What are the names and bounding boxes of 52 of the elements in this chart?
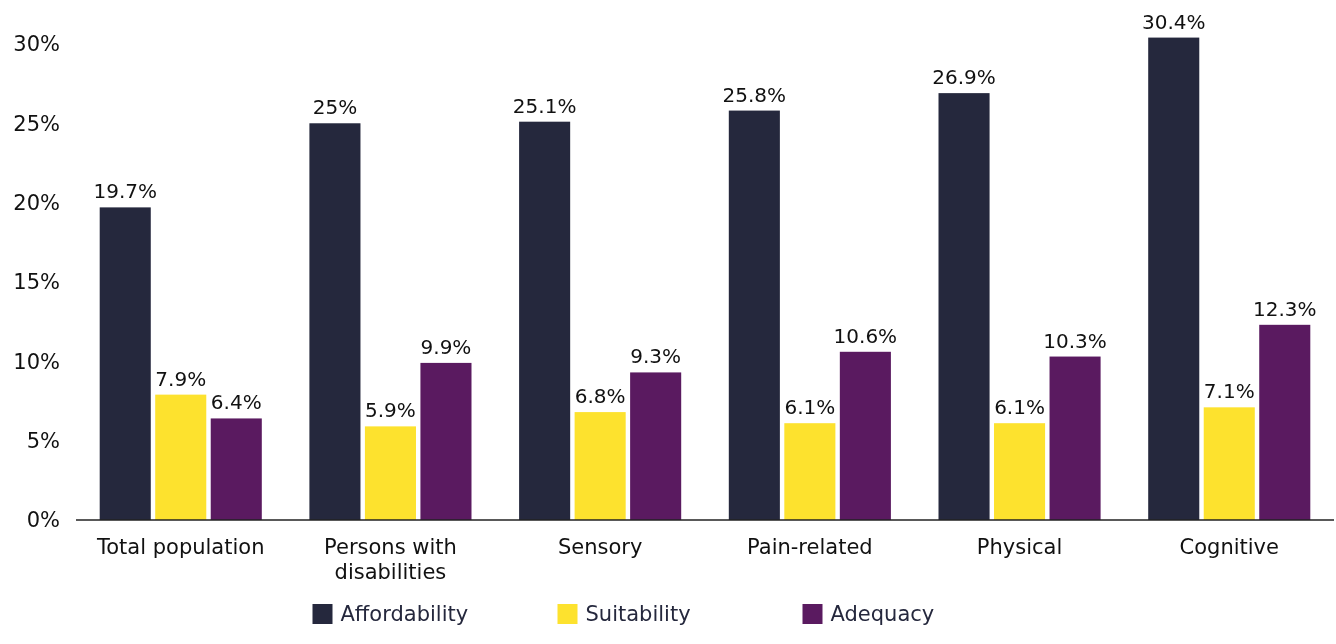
data-label: 6.8% — [574, 384, 626, 409]
data-label: 9.3% — [630, 344, 682, 369]
legend-label: Affordability — [340, 602, 469, 627]
bar — [99, 207, 151, 520]
bar — [420, 362, 472, 520]
bar — [155, 394, 207, 520]
data-label: 10.6% — [833, 323, 898, 348]
bar — [1259, 324, 1311, 520]
x-tick-label: Cognitive — [1179, 535, 1279, 559]
data-label: 6.1% — [784, 395, 836, 420]
y-tick-label: 0% — [26, 508, 60, 533]
x-tick-label: Sensory — [557, 535, 643, 559]
bar — [839, 351, 891, 520]
legend-label: Suitability — [585, 602, 691, 627]
bar — [784, 423, 836, 520]
data-label: 6.4% — [210, 390, 262, 415]
x-tick-label: Persons with disabilities — [324, 535, 457, 584]
bar — [1148, 37, 1200, 520]
data-label: 25.1% — [512, 93, 577, 118]
y-tick-label: 5% — [26, 429, 60, 454]
bar — [364, 426, 416, 520]
y-tick-label: 20% — [13, 190, 60, 215]
bar — [630, 372, 682, 520]
data-label: 25% — [312, 95, 358, 120]
data-label: 7.9% — [155, 366, 207, 391]
data-label: 26.9% — [932, 65, 996, 90]
y-tick-label: 15% — [13, 270, 60, 295]
bar — [1203, 407, 1255, 520]
bar — [994, 423, 1046, 520]
data-label: 25.8% — [722, 82, 787, 107]
y-tick-label: 25% — [13, 111, 60, 136]
x-tick-label: Physical — [976, 535, 1063, 559]
data-label: 7.1% — [1203, 379, 1255, 404]
data-label: 5.9% — [365, 398, 416, 423]
x-tick-label: Total population — [96, 535, 265, 559]
bar — [210, 418, 262, 520]
bar — [1049, 356, 1101, 520]
data-label: 12.3% — [1252, 296, 1317, 321]
data-label: 6.1% — [994, 395, 1045, 420]
data-label: 19.7% — [93, 179, 158, 204]
y-tick-label: 30% — [13, 32, 60, 57]
bar — [309, 123, 361, 520]
bar — [938, 93, 990, 520]
bar — [728, 110, 780, 520]
data-label: 9.9% — [420, 334, 472, 359]
data-label: 30.4% — [1141, 9, 1206, 34]
data-label: 10.3% — [1043, 328, 1107, 353]
legend-label: Adequacy — [830, 602, 935, 627]
x-tick-label: Pain-related — [747, 535, 873, 559]
y-tick-label: 10% — [13, 349, 60, 374]
bar — [519, 121, 571, 520]
bar — [574, 412, 626, 520]
